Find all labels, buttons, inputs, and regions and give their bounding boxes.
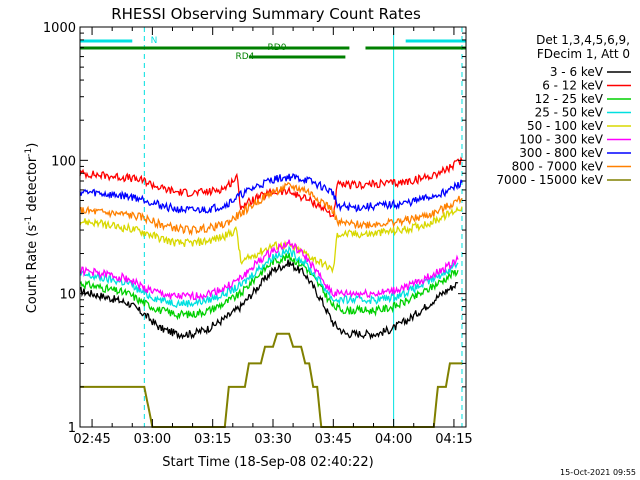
series-line-1 — [80, 259, 459, 341]
y-tick-label-1: 1 — [68, 421, 76, 436]
timestamp: 15-Oct-2021 09:55 — [560, 468, 636, 477]
series-line-3 — [79, 252, 459, 321]
legend-label-9: 7000 - 15000 keV — [496, 173, 603, 187]
legend-header-line-2: FDecim 1, Att 0 — [537, 47, 630, 61]
legend-label-7: 300 - 800 keV — [519, 146, 603, 160]
state-bar-label-rd4: RD4 — [236, 52, 255, 62]
x-axis-label: Start Time (18-Sep-08 02:40:22) — [162, 455, 373, 470]
y-axis-label: Count Rate (s-1 detector-1) — [24, 143, 40, 314]
y-axis-ticks: 1 10 100 1000 — [43, 21, 466, 436]
y-axis-label-main: Count Rate (s — [25, 225, 40, 314]
x-tick-label-3: 03:15 — [194, 432, 231, 447]
state-bar-label-rd0: RD0 — [268, 43, 287, 53]
x-tick-label-6: 04:00 — [375, 432, 412, 447]
legend-label-6: 100 - 300 keV — [519, 133, 603, 147]
x-tick-label-1: 02:45 — [73, 432, 110, 447]
x-tick-label-2: 03:00 — [134, 432, 171, 447]
state-bar-label-n: N — [151, 36, 158, 46]
chart-title: RHESSI Observing Summary Count Rates — [111, 5, 421, 23]
x-tick-label-5: 03:45 — [315, 432, 352, 447]
y-axis-label-end: ) — [25, 143, 40, 148]
y-axis-label-mid: detector — [25, 156, 40, 216]
legend-label-1: 3 - 6 keV — [550, 65, 604, 79]
series-line-8 — [79, 181, 463, 237]
y-tick-label-3: 100 — [51, 154, 76, 169]
x-tick-label-4: 03:30 — [254, 432, 291, 447]
series-line-9 — [80, 332, 462, 428]
state-bars: N RD0 RD4 — [80, 36, 466, 62]
y-axis-label-sup2: -1 — [24, 148, 34, 157]
x-tick-label-7: 04:15 — [435, 432, 472, 447]
series-line-7 — [79, 173, 463, 214]
legend-label-2: 6 - 12 keV — [542, 79, 604, 93]
legend-label-8: 800 - 7000 keV — [512, 160, 604, 174]
y-tick-label-2: 10 — [59, 288, 76, 303]
legend-label-3: 12 - 25 keV — [535, 92, 604, 106]
series-line-6 — [79, 239, 459, 301]
legend: Det 1,3,4,5,6,9, FDecim 1, Att 0 3 - 6 k… — [496, 33, 631, 187]
x-axis-ticks: 02:45 03:00 03:15 03:30 03:45 04:00 04:15 — [73, 27, 473, 447]
series-line-5 — [79, 205, 463, 274]
legend-label-4: 25 - 50 keV — [535, 106, 604, 120]
legend-header-line-1: Det 1,3,4,5,6,9, — [536, 33, 630, 47]
y-tick-label-4: 1000 — [43, 21, 76, 36]
legend-label-5: 50 - 100 keV — [527, 119, 604, 133]
series-lines — [79, 156, 463, 428]
y-axis-label-sup1: -1 — [24, 216, 34, 225]
series-line-2 — [79, 156, 463, 218]
